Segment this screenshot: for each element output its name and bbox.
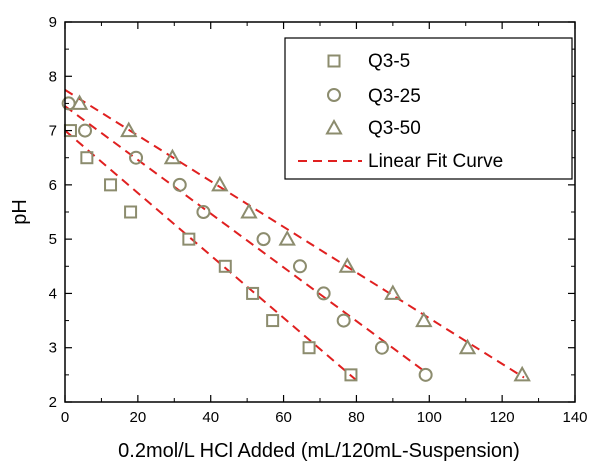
legend-symbol-q3-50 (325, 118, 343, 135)
data-point-q3-50-2 (163, 148, 182, 165)
data-point-q3-5-2 (104, 178, 118, 192)
x-tick-label-60: 60 (275, 409, 292, 426)
y-tick-label-4: 4 (49, 285, 57, 302)
data-point-q3-5-6 (246, 286, 260, 300)
data-point-q3-50-5 (278, 230, 296, 246)
x-tick-label-100: 100 (417, 409, 442, 426)
data-point-q3-25-2 (129, 150, 144, 165)
plot-area (61, 89, 531, 382)
data-point-q3-50-7 (384, 284, 402, 300)
fit-line-q3-5 (64, 129, 358, 382)
data-point-q3-5-1 (80, 151, 94, 165)
x-tick-label-120: 120 (490, 409, 515, 426)
legend-label-q3-5: Q3-5 (368, 51, 410, 72)
legend: Q3-5 Q3-25 Q3-50 Linear Fit Curve (284, 37, 573, 180)
y-axis-title: pH (9, 199, 31, 225)
legend-label-q3-50: Q3-50 (368, 118, 421, 139)
data-point-q3-50-6 (338, 257, 357, 273)
x-tick-label-40: 40 (202, 409, 219, 426)
fit-line-q3-50 (64, 89, 525, 379)
data-point-q3-5-3 (124, 205, 138, 219)
data-point-q3-5-7 (266, 314, 280, 328)
legend-label-q3-25: Q3-25 (368, 86, 421, 107)
axes: 0 20 40 60 80 100 120 140 2 3 4 5 6 7 8 9 (49, 14, 588, 426)
data-point-q3-25-8 (336, 313, 351, 328)
data-point-q3-25-6 (292, 259, 307, 274)
legend-symbol-q3-25 (327, 88, 341, 102)
data-point-q3-50-9 (458, 338, 477, 355)
data-point-q3-50-3 (211, 175, 229, 192)
data-point-q3-5-5 (218, 259, 232, 273)
legend-frame (284, 37, 573, 180)
data-point-q3-50-1 (120, 121, 138, 138)
y-tick-label-2: 2 (49, 394, 57, 411)
data-point-q3-25-10 (418, 367, 433, 382)
y-tick-label-3: 3 (49, 340, 57, 357)
data-point-q3-50-10 (513, 365, 531, 382)
data-point-q3-50-8 (415, 311, 433, 328)
legend-label-linear-fit: Linear Fit Curve (368, 151, 503, 172)
data-point-q3-25-4 (196, 205, 211, 219)
x-tick-label-80: 80 (348, 409, 365, 426)
y-tick-label-9: 9 (49, 14, 57, 31)
y-tick-label-6: 6 (49, 177, 57, 194)
data-point-q3-5-8 (302, 341, 316, 355)
data-point-q3-50-0 (70, 94, 89, 110)
data-point-q3-50-4 (240, 202, 258, 219)
data-point-q3-25-5 (256, 232, 271, 247)
x-tick-label-0: 0 (61, 409, 69, 426)
data-point-q3-5-9 (344, 368, 358, 382)
x-tick-label-140: 140 (562, 409, 587, 426)
y-tick-label-8: 8 (49, 68, 57, 85)
legend-symbol-q3-5 (327, 54, 341, 68)
data-point-q3-5-4 (182, 232, 196, 246)
data-point-q3-25-1 (78, 123, 93, 138)
x-tick-label-20: 20 (130, 409, 147, 426)
x-axis-title: 0.2mol/L HCl Added (mL/120mL-Suspension) (118, 440, 520, 462)
y-tick-label-5: 5 (49, 231, 57, 248)
data-point-q3-25-9 (374, 340, 389, 355)
y-tick-label-7: 7 (49, 123, 57, 140)
data-point-q3-25-7 (316, 286, 331, 301)
data-point-q3-25-3 (172, 177, 187, 192)
